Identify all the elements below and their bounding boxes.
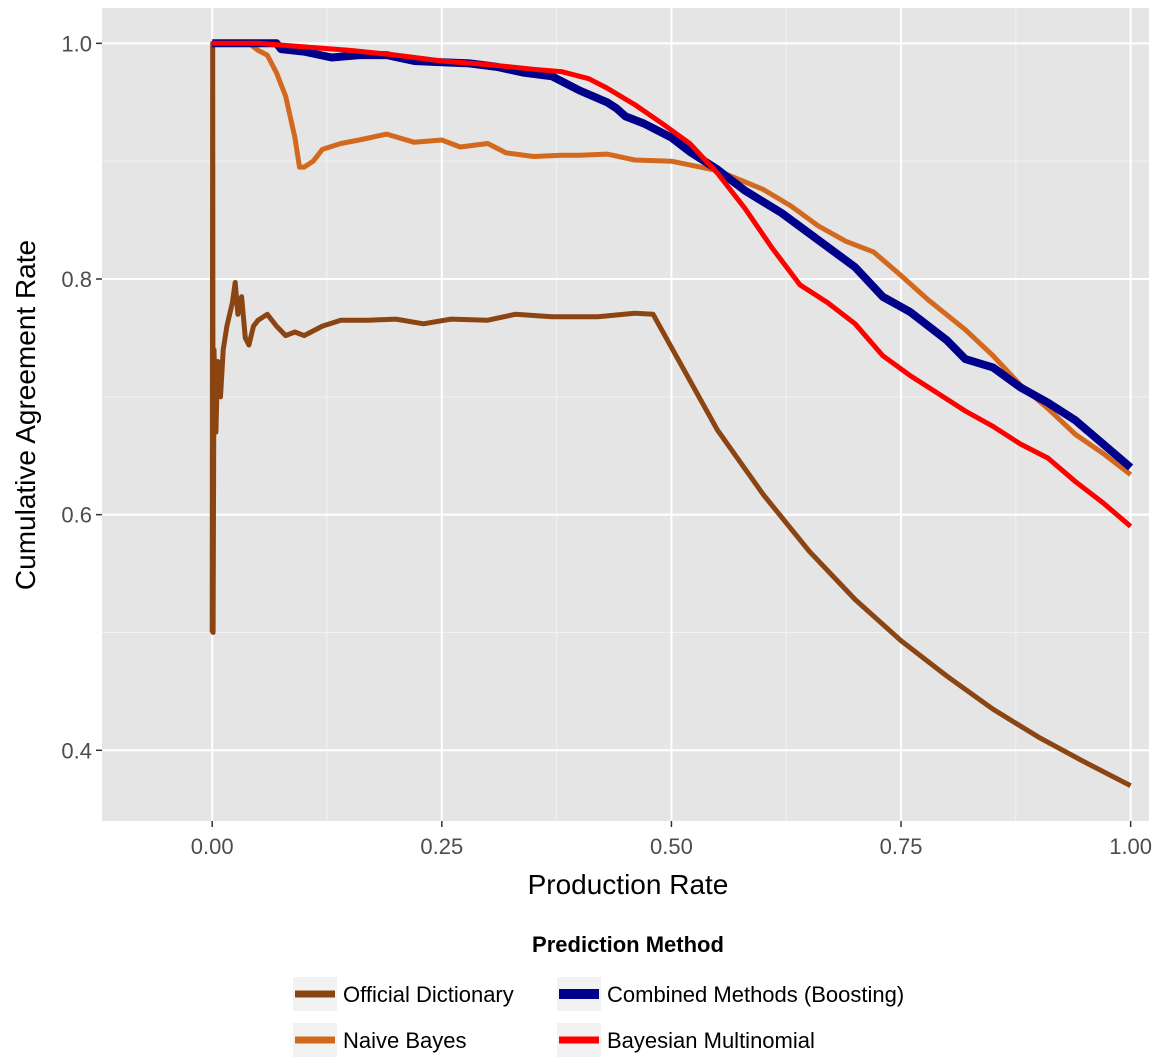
plot-panel — [102, 8, 1149, 821]
y-tick-label: 0.4 — [61, 738, 92, 763]
x-tick-label: 0.00 — [191, 834, 234, 859]
legend-entries: Official Dictionary Combined Methods (Boo… — [293, 977, 904, 1057]
y-tick-label: 0.8 — [61, 267, 92, 292]
series-line-bayesian-multinomial — [212, 40, 1133, 529]
legend-label: Naive Bayes — [343, 1028, 467, 1053]
series-line-naive-bayes — [247, 41, 1133, 477]
legend-label: Official Dictionary — [343, 982, 514, 1007]
y-axis-title: Cumulative Agreement Rate — [10, 240, 41, 590]
legend-label: Combined Methods (Boosting) — [607, 982, 904, 1007]
axis-ticks: 0.00 0.25 0.50 0.75 1.00 0.4 0.6 0.8 1.0 — [61, 31, 1152, 859]
y-tick-label: 0.6 — [61, 503, 92, 528]
series-line-official-dictionary — [209, 40, 1132, 788]
x-axis-title: Production Rate — [528, 869, 729, 900]
x-tick-label: 0.75 — [880, 834, 923, 859]
legend-title: Prediction Method — [532, 932, 724, 957]
y-tick-label: 1.0 — [61, 31, 92, 56]
x-tick-label: 1.00 — [1109, 834, 1152, 859]
legend-label: Bayesian Multinomial — [607, 1028, 815, 1053]
series-line-combined-methods-boosting — [212, 39, 1134, 471]
legend: Prediction Method Official Dictionary Com… — [293, 932, 904, 1057]
series-lines — [209, 39, 1134, 788]
x-tick-label: 0.25 — [420, 834, 463, 859]
x-tick-label: 0.50 — [650, 834, 693, 859]
